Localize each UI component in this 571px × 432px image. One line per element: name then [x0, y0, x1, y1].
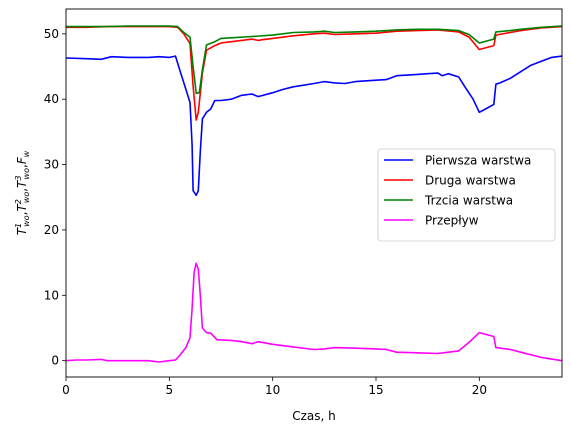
- legend-label: Trzcia warstwa: [424, 194, 513, 208]
- y-axis-ticks: 0 10 20 30 40 50: [44, 27, 66, 368]
- y-tick-label: 20: [44, 223, 59, 237]
- y-tick-label: 0: [51, 354, 59, 368]
- legend-label: Druga warstwa: [425, 174, 516, 188]
- plot-frame: [65, 8, 563, 378]
- x-tick-label: 0: [62, 383, 70, 397]
- x-tick-label: 15: [368, 383, 383, 397]
- legend-box: [377, 148, 556, 242]
- y-tick-label: 50: [44, 27, 59, 41]
- y-axis-label: T1wo,T2wo,T3wo,Fw: [14, 150, 31, 235]
- x-axis-label: Czas, h: [292, 409, 336, 423]
- series-line-3: [66, 25, 563, 95]
- y-tick-label: 30: [44, 158, 59, 172]
- legend-label: Pierwsza warstwa: [425, 154, 531, 168]
- y-tick-label: 40: [44, 92, 59, 106]
- y-tick-label: 10: [44, 288, 59, 302]
- legend-label: Przepływ: [425, 214, 479, 228]
- series-line-1: [65, 55, 563, 197]
- series-line-4: [65, 262, 563, 363]
- x-tick-label: 20: [472, 383, 487, 397]
- legend: Pierwsza warstwa Druga warstwa Trzcia wars…: [377, 148, 556, 242]
- x-tick-label: 5: [166, 383, 174, 397]
- x-axis-ticks: 0 5 10 15 20: [62, 377, 487, 397]
- x-tick-label: 10: [265, 383, 280, 397]
- series-layer: [65, 25, 563, 363]
